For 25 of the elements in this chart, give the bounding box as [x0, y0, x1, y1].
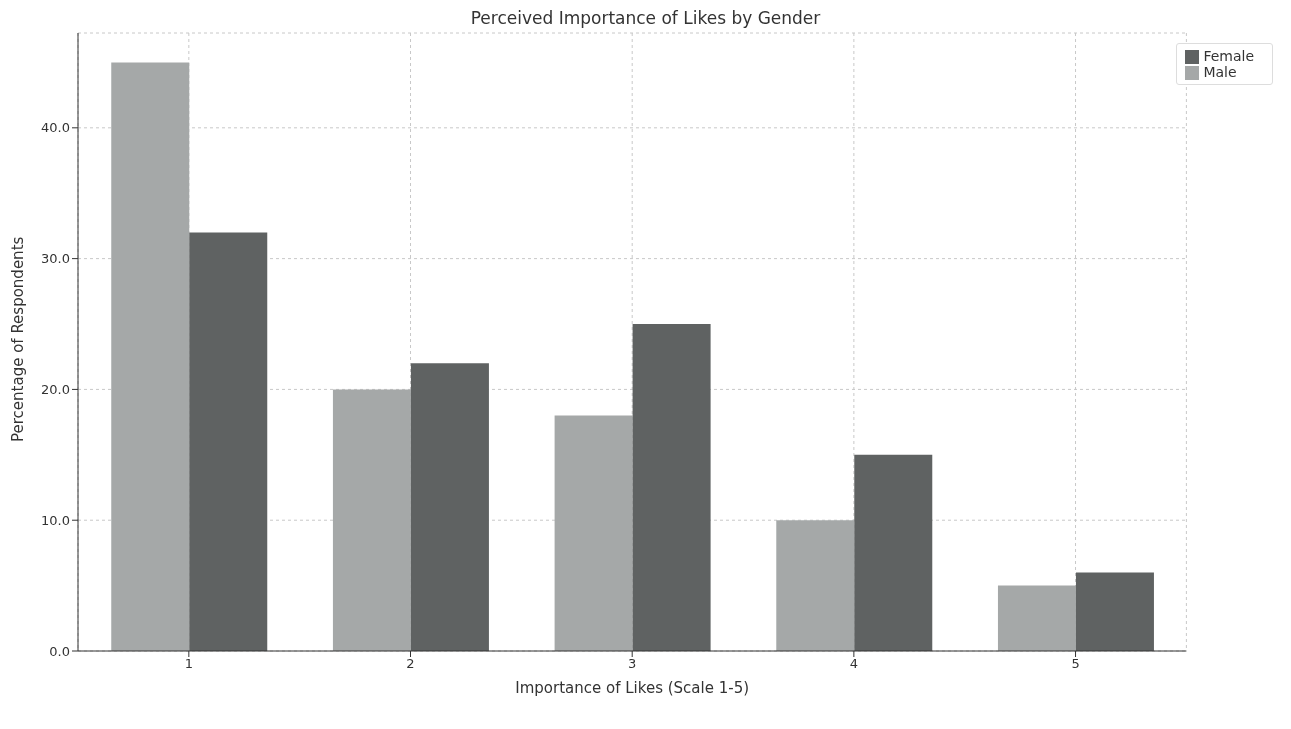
bar [332, 389, 411, 651]
bar [111, 62, 190, 651]
bar [1075, 572, 1154, 651]
x-tick-label: 3 [628, 656, 637, 672]
x-tick-label: 4 [849, 656, 858, 672]
bar [997, 585, 1076, 651]
y-tick-label: 10.0 [41, 512, 70, 528]
bar [410, 363, 489, 651]
y-tick-label: 0.0 [49, 643, 70, 659]
chart-title: Perceived Importance of Likes by Gender [469, 8, 822, 28]
x-tick-label: 5 [1071, 656, 1080, 672]
bar [554, 415, 633, 651]
y-tick-label: 40.0 [41, 120, 70, 136]
y-tick-label: 20.0 [41, 382, 70, 398]
x-tick-label: 1 [184, 656, 193, 672]
bar [632, 324, 711, 651]
bar [854, 454, 933, 651]
y-axis-title: Percentage of Respondents [9, 236, 28, 442]
bar [776, 520, 855, 651]
y-tick-label: 30.0 [41, 251, 70, 267]
legend-label: Female [1203, 48, 1254, 64]
legend-label: Male [1203, 64, 1237, 80]
bar [189, 232, 268, 651]
x-tick-label: 2 [406, 656, 415, 672]
x-axis-title: Importance of Likes (Scale 1-5) [515, 679, 750, 697]
